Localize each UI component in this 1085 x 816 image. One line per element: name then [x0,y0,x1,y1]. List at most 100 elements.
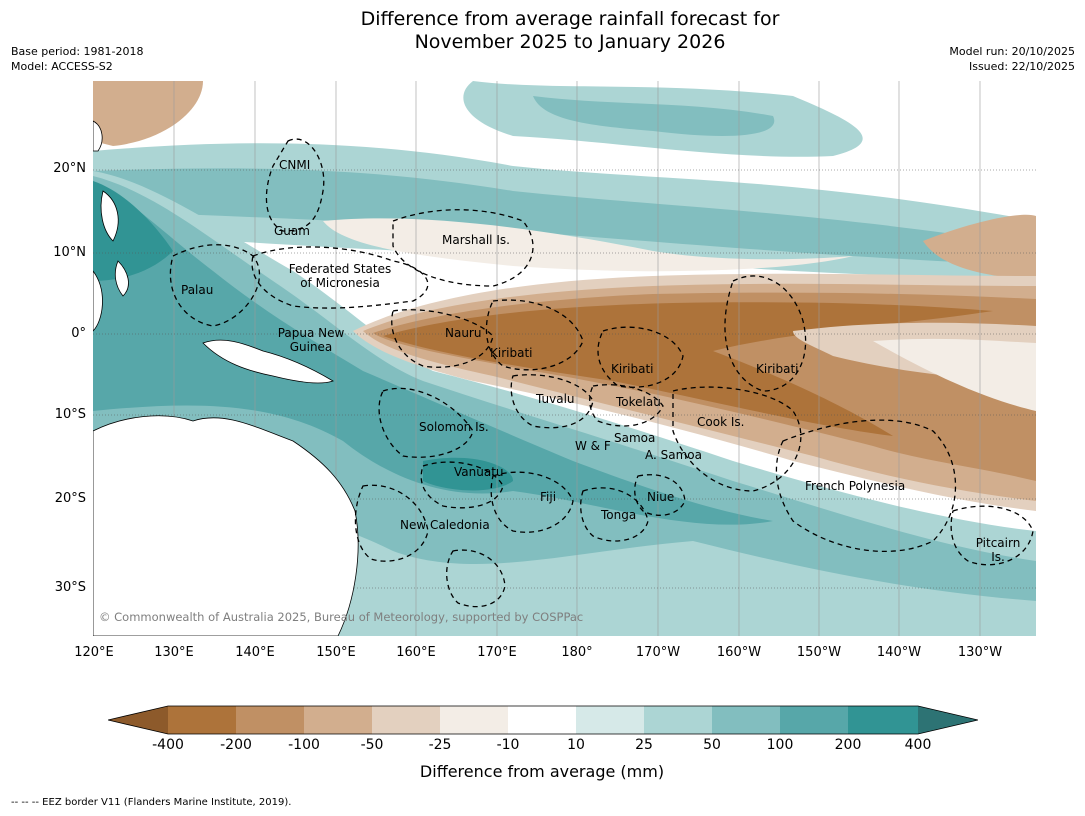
map-graticule [173,81,981,636]
lat-label-10s: 10°S [54,407,86,422]
place-wallis-futuna: W & F [575,439,611,453]
eez-cook [672,386,802,492]
eez-pitcairn [950,505,1034,566]
colorbar [108,705,978,735]
eez-marshall [392,209,534,287]
australia [93,415,359,636]
eez-kiribati-w [485,299,584,371]
eez-borders [169,138,1034,608]
lat-label-equator: 0° [71,326,86,341]
place-kiribati-central: Kiribati [611,362,654,376]
eez-niue [634,474,686,516]
lon-label-160e: 160°E [396,645,436,660]
model-name: Model: ACCESS-S2 [11,60,113,73]
colorbar-tick-1: -400 [152,737,184,753]
dry-patch-east [923,214,1036,281]
place-french-polynesia: French Polynesia [805,479,906,493]
eez-solomon [378,387,474,458]
colorbar-tick-9: 50 [703,737,721,753]
place-american-samoa: A. Samoa [645,448,702,462]
borneo-edge [93,270,103,332]
colorbar-swatch-7 [576,706,644,734]
place-png: Papua New Guinea [273,326,349,354]
lat-label-20s: 20°S [54,491,86,506]
lat-label-10n: 10°N [53,245,86,260]
eez-cnmi [265,138,325,232]
place-fiji: Fiji [540,490,557,504]
colorbar-tick-12: 400 [904,737,932,753]
base-period: Base period: 1981-2018 [11,45,144,58]
place-new-caledonia: New Caledonia [400,518,490,532]
colorbar-title: Difference from average (mm) [419,762,665,781]
place-pitcairn: Pitcairn Is. [970,536,1026,564]
colorbar-swatch-6 [508,706,576,734]
colorbar-swatch-2 [236,706,304,734]
place-kiribati-west: Kiribati [490,346,533,360]
lon-label-150w: 150°W [796,645,842,660]
eez-tokelau [589,384,664,427]
eez-kiribati-c [597,326,684,388]
eez-norfolk [446,549,506,608]
place-fsm-line-2: of Micronesia [300,276,380,290]
eez-footnote: -- -- -- EEZ border V11 (Flanders Marine… [11,797,292,808]
eez-french-polynesia [775,419,957,552]
place-solomon: Solomon Is. [419,420,489,434]
land-masses [93,120,359,636]
colorbar-tick-2: -200 [220,737,252,753]
philippines-mindanao [114,260,129,297]
eez-kiribati-e [724,275,807,392]
place-cook: Cook Is. [697,415,745,429]
wet-patch-top-core [533,96,775,136]
colorbar-tick-5: -25 [428,737,452,753]
lon-label-150e: 150°E [316,645,356,660]
model-run: Model run: 20/10/2025 [949,45,1075,58]
colorbar-tick-7: 10 [567,737,585,753]
map-title: Difference from average rainfall forecas… [0,8,1085,54]
lon-label-160w: 160°W [716,645,762,660]
wet-core-vanuatu [423,457,513,491]
colorbar-tick-6: -10 [496,737,520,753]
place-png-line-1: Papua New [277,326,345,340]
copyright-notice: © Commonwealth of Australia 2025, Bureau… [99,610,584,624]
place-niue: Niue [647,490,675,504]
issued-date: Issued: 22/10/2025 [968,60,1075,73]
colorbar-swatch-3 [304,706,372,734]
place-pitcairn-line-2: Is. [991,550,1005,564]
colorbar-tick-11: 200 [834,737,862,753]
eez-palau [169,244,260,327]
taiwan-edge [93,120,103,152]
lon-label-130w: 130°W [957,645,1003,660]
colorbar-tick-8: 25 [635,737,653,753]
colorbar-swatch-10 [780,706,848,734]
lon-label-180: 180° [561,645,593,660]
map-canvas [93,81,1036,636]
colorbar-tick-10: 100 [766,737,794,753]
place-samoa: Samoa [614,431,656,445]
eez-fiji [490,471,574,533]
map-parallels [93,169,1036,589]
place-tuvalu: Tuvalu [536,392,575,406]
lon-label-130e: 130°E [154,645,194,660]
eez-tonga [580,487,649,542]
lon-label-120e: 120°E [74,645,114,660]
rainfall-map [93,81,1036,636]
place-fsm: Federated States of Micronesia [285,262,395,290]
philippines-luzon [100,190,119,242]
dry-patch-top-left [93,81,203,146]
colorbar-outline [108,705,978,735]
colorbar-swatch-11 [848,706,918,734]
lon-label-140e: 140°E [235,645,275,660]
place-png-line-2: Guinea [289,340,333,354]
colorbar-swatch-1 [168,706,236,734]
colorbar-tick-3: -100 [288,737,320,753]
place-vanuatu: Vanuatu [454,465,504,479]
title-line-1: Difference from average rainfall forecas… [360,8,780,30]
place-fsm-line-1: Federated States [288,262,392,276]
colorbar-swatch-9 [712,706,780,734]
colorbar-tick-4: -50 [360,737,384,753]
meta-left: Base period: 1981-2018 Model: ACCESS-S2 [11,44,143,74]
new-guinea [202,339,334,384]
light-dry-north [323,218,853,272]
lon-label-170e: 170°E [477,645,517,660]
eez-vanuatu [420,461,504,509]
